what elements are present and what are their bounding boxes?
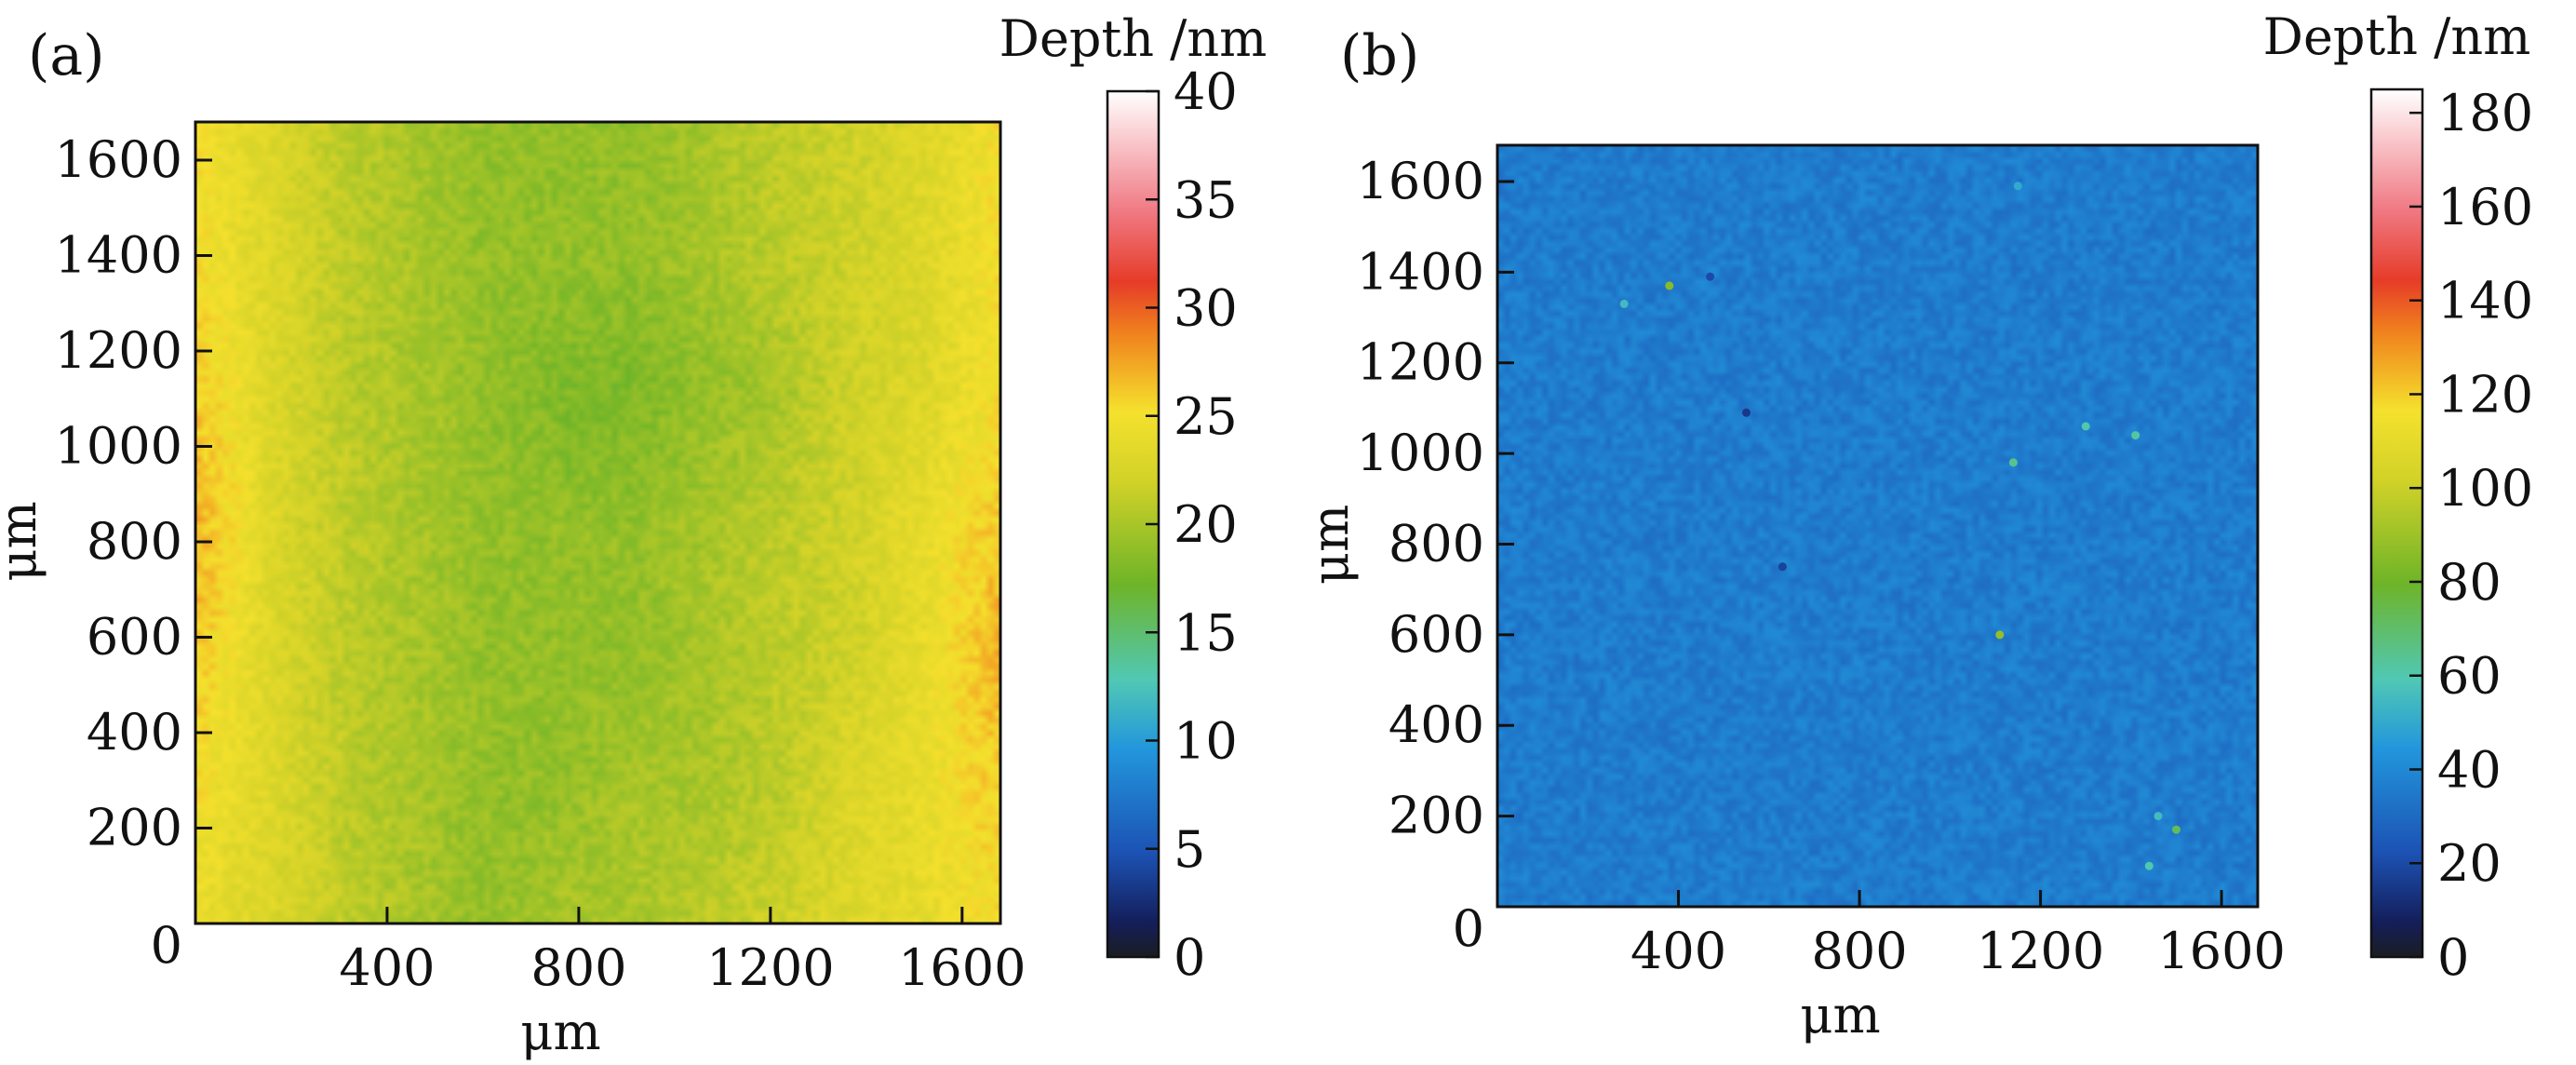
colorbar-tick-label: 25 (1174, 387, 1238, 446)
y-tick-label: 600 (1389, 605, 1484, 664)
colorbar-tick-label: 40 (2437, 740, 2502, 799)
x-axis-label: μm (1800, 986, 1880, 1045)
colorbar-tick-label: 60 (2437, 647, 2502, 706)
heatmap-spot (2172, 825, 2180, 834)
panel-b: (b)400 800 1200 160002004006008001000120014… (1301, 7, 2533, 1045)
heatmap-spot (2144, 861, 2153, 870)
heatmap-spot (1995, 630, 2005, 640)
y-axis-label: μm (1301, 505, 1360, 585)
colorbar-tick-label: 15 (1174, 603, 1238, 662)
colorbar-tick-label: 20 (1174, 495, 1238, 554)
y-tick-label: 0 (151, 916, 182, 975)
colorbar-tick-label: 10 (1174, 712, 1238, 771)
y-tick-label: 1600 (1357, 152, 1484, 210)
y-axis-label: μm (0, 501, 47, 581)
heatmap-spot (2013, 182, 2022, 191)
heatmap-spot (2081, 422, 2090, 431)
panel-label: (b) (1340, 23, 1419, 88)
y-tick-label: 1400 (1357, 242, 1484, 301)
plot-frame (194, 120, 1002, 925)
x-tick-label: 800 (530, 938, 626, 997)
colorbar-tick-label: 100 (2437, 459, 2533, 518)
heatmap-spot (1742, 408, 1751, 417)
plot-frame (1496, 143, 2260, 909)
heatmap-spot (2008, 458, 2018, 467)
heatmap-spot (2131, 431, 2140, 440)
y-tick-label: 1200 (1357, 333, 1484, 392)
x-axis-label: μm (520, 1003, 600, 1061)
colorbar-label: Depth /nm (2263, 7, 2531, 66)
heatmap-spot (1619, 299, 1629, 308)
colorbar-tick-label: 30 (1174, 279, 1238, 338)
x-tick-label: 1600 (2157, 922, 2285, 980)
y-tick-label: 400 (1389, 695, 1484, 754)
colorbar-tick-label: 0 (2437, 928, 2469, 987)
y-tick-label: 0 (1453, 899, 1484, 958)
y-tick-label: 800 (1389, 514, 1484, 573)
x-tick-label: 1200 (706, 938, 834, 997)
y-tick-label: 1000 (1357, 424, 1484, 482)
colorbar-tick-label: 160 (2437, 178, 2533, 236)
colorbar-tick-label: 40 (1174, 62, 1238, 121)
x-tick-label: 800 (1812, 922, 1908, 980)
y-tick-label: 1400 (55, 226, 182, 285)
colorbar-label: Depth /nm (1000, 9, 1268, 68)
heatmap-spot (1778, 562, 1787, 572)
heatmap-field (1497, 145, 2258, 907)
colorbar-tick-label: 180 (2437, 84, 2533, 142)
colorbar (2369, 88, 2424, 959)
colorbar-tick-label: 20 (2437, 834, 2502, 893)
colorbar-tick-label: 140 (2437, 272, 2533, 330)
heatmap-spot (1665, 281, 1674, 290)
y-tick-label: 1200 (55, 321, 182, 380)
colorbar-tick-label: 5 (1174, 820, 1205, 879)
y-tick-label: 200 (1389, 787, 1484, 845)
x-tick-label: 1200 (1977, 922, 2104, 980)
colorbar-tick-label: 35 (1174, 170, 1238, 229)
y-tick-label: 1600 (55, 130, 182, 189)
x-tick-label: 400 (339, 938, 435, 997)
heatmap-spot (1706, 272, 1715, 281)
y-tick-label: 1000 (55, 417, 182, 476)
heatmap-spot (2153, 812, 2163, 821)
colorbar-tick-label: 120 (2437, 365, 2533, 424)
x-tick-label: 1600 (898, 938, 1026, 997)
panel-label: (a) (28, 23, 105, 88)
y-tick-label: 200 (87, 799, 182, 857)
y-tick-label: 600 (87, 608, 182, 667)
colorbar-tick-label: 0 (1174, 928, 1205, 987)
colorbar-tick-label: 80 (2437, 553, 2502, 612)
y-tick-label: 800 (87, 512, 182, 571)
y-tick-label: 400 (87, 703, 182, 762)
heatmap-field (195, 122, 1000, 923)
panel-a: (a)400 800 1200 160002004006008001000120014… (0, 9, 1267, 1061)
x-tick-label: 400 (1630, 922, 1726, 980)
